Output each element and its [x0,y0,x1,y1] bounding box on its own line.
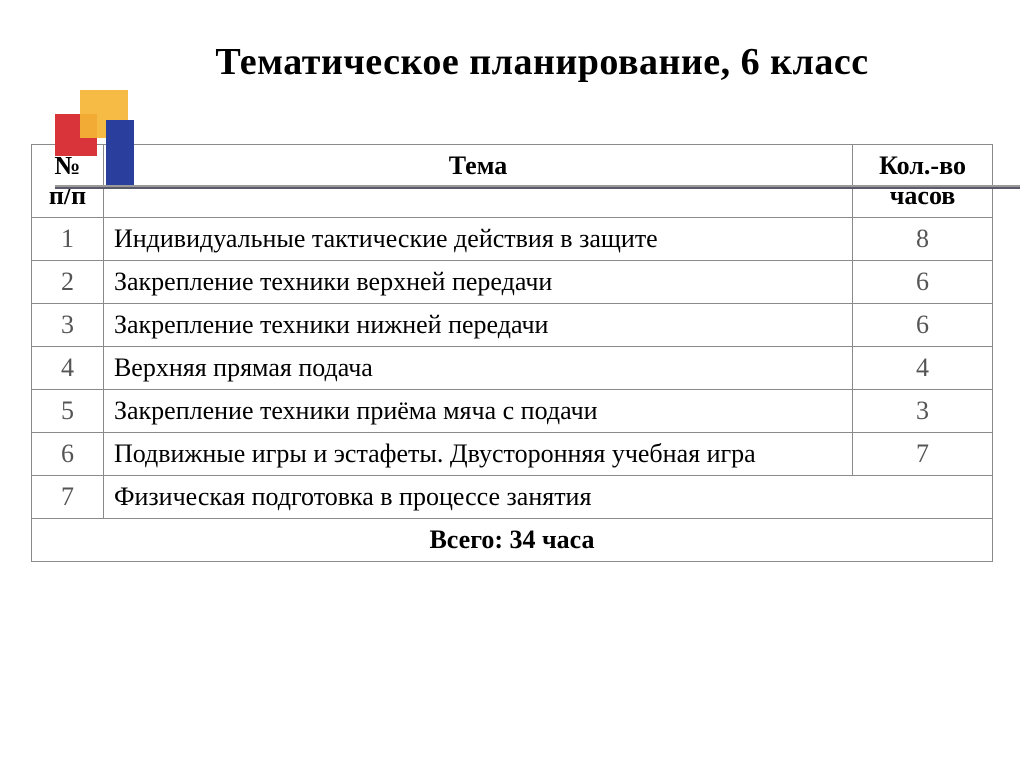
table-row-total: Всего: 34 часа [32,519,993,562]
cell-number: 7 [32,476,104,519]
title-area: Тематическое планирование, 6 класс [30,40,994,84]
square-blue-icon [106,120,134,188]
cell-hours: 4 [853,347,993,390]
cell-hours: 3 [853,390,993,433]
cell-number: 1 [32,218,104,261]
slide-container: Тематическое планирование, 6 класс № п/п… [0,0,1024,768]
cell-total: Всего: 34 часа [32,519,993,562]
cell-number: 3 [32,304,104,347]
cell-topic: Подвижные игры и эстафеты. Двусторонняя … [103,433,852,476]
cell-topic: Закрепление техники нижней передачи [103,304,852,347]
table-row: 5 Закрепление техники приёма мяча с пода… [32,390,993,433]
table-row: 2 Закрепление техники верхней передачи 6 [32,261,993,304]
cell-number: 2 [32,261,104,304]
table-row: 3 Закрепление техники нижней передачи 6 [32,304,993,347]
cell-topic: Закрепление техники верхней передачи [103,261,852,304]
cell-hours: 6 [853,304,993,347]
table-row: 4 Верхняя прямая подача 4 [32,347,993,390]
cell-number: 6 [32,433,104,476]
planning-table: № п/п Тема Кол.-во часов 1 Индивидуальны… [31,144,993,562]
header-hours: Кол.-во часов [853,145,993,218]
table-header-row: № п/п Тема Кол.-во часов [32,145,993,218]
header-topic: Тема [103,145,852,218]
table-row: 1 Индивидуальные тактические действия в … [32,218,993,261]
decoration-squares [55,90,145,180]
cell-hours: 8 [853,218,993,261]
cell-topic: Закрепление техники приёма мяча с подачи [103,390,852,433]
page-title: Тематическое планирование, 6 класс [30,40,994,84]
cell-hours: 6 [853,261,993,304]
underline-dark [55,187,1020,189]
cell-topic: Верхняя прямая подача [103,347,852,390]
cell-topic-merged: Физическая подготовка в процессе занятия [103,476,992,519]
cell-number: 4 [32,347,104,390]
cell-number: 5 [32,390,104,433]
table-row: 6 Подвижные игры и эстафеты. Двустороння… [32,433,993,476]
cell-hours: 7 [853,433,993,476]
table-row-merged: 7 Физическая подготовка в процессе занят… [32,476,993,519]
title-underline [55,185,1020,189]
cell-topic: Индивидуальные тактические действия в за… [103,218,852,261]
